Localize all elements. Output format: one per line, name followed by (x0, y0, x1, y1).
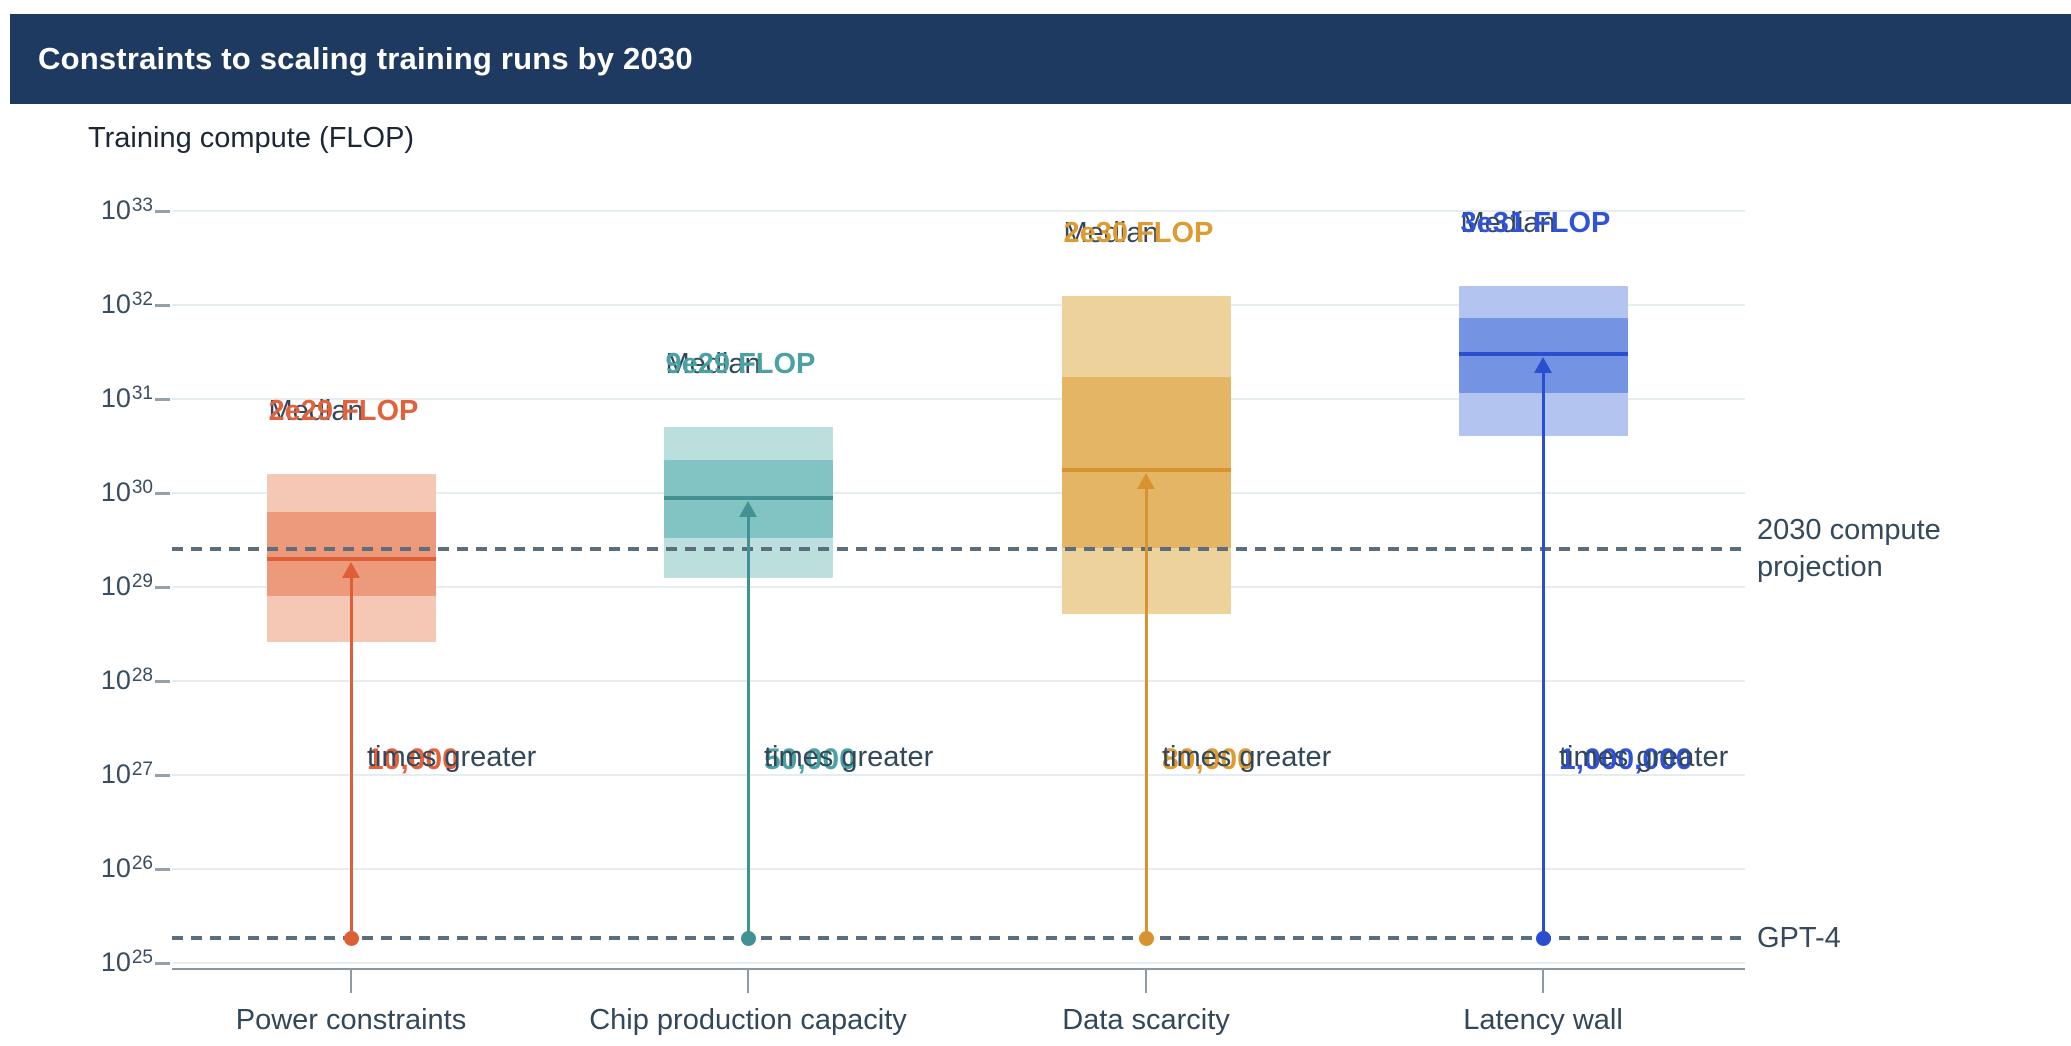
multiplier-value: 1,000,000 (1559, 743, 1693, 776)
y-tick-1e27 (155, 774, 170, 777)
y-tick-1e29 (155, 586, 170, 589)
gpt4-dot-latency-wall (1536, 931, 1551, 946)
arrow-shaft-chip-production-capacity (747, 514, 750, 938)
median-line-data-scarcity (1061, 468, 1231, 472)
arrow-head-data-scarcity (1137, 473, 1155, 489)
gridline-1e27 (172, 774, 1745, 776)
median-value: 2e29 FLOP (268, 395, 419, 427)
ref-line-gpt4 (172, 936, 1742, 940)
category-label-latency-wall: Latency wall (1463, 1004, 1623, 1036)
gridline-1e32 (172, 304, 1745, 306)
median-word: Median (1460, 207, 1556, 239)
multiplier-suffix: times greater (1162, 741, 1332, 773)
y-tick-1e25 (155, 962, 170, 965)
category-label-data-scarcity: Data scarcity (1062, 1004, 1230, 1036)
chart-title: Training compute (FLOP) (88, 122, 415, 154)
gridline-1e33 (172, 210, 1745, 212)
ref-line-projection-2030 (172, 547, 1742, 551)
gpt4-dot-power-constraints (344, 931, 359, 946)
arrow-head-power-constraints (342, 562, 360, 578)
ref-label-line: projection (1757, 551, 1883, 583)
category-label-power-constraints: Power constraints (235, 1004, 467, 1036)
ref-label-line: 2030 compute (1757, 514, 1941, 546)
gridline-1e28 (172, 680, 1745, 682)
y-tick-label-1e31: 1031 (100, 383, 153, 413)
gridline-1e31 (172, 398, 1745, 400)
multiplier-suffix: times greater (367, 741, 537, 773)
y-tick-label-1e26: 1026 (100, 853, 153, 883)
y-tick-1e28 (155, 680, 170, 683)
median-word: Median (268, 395, 364, 427)
arrow-shaft-data-scarcity (1145, 486, 1148, 938)
gpt4-dot-chip-production-capacity (741, 931, 756, 946)
gridline-1e25 (172, 962, 1745, 964)
multiplier-suffix: times greater (1559, 741, 1729, 773)
arrow-head-latency-wall (1534, 357, 1552, 373)
y-tick-label-1e29: 1029 (100, 571, 153, 601)
y-tick-label-1e27: 1027 (100, 759, 153, 789)
ref-label-line: GPT-4 (1757, 921, 1841, 954)
y-tick-1e30 (155, 492, 170, 495)
gridline-1e26 (172, 868, 1745, 870)
figure-header: Constraints to scaling training runs by … (10, 14, 2071, 104)
multiplier-value: 10,000 (367, 743, 459, 776)
figure-title: Constraints to scaling training runs by … (38, 41, 693, 76)
median-value: 3e31 FLOP (1460, 207, 1611, 239)
median-line-chip-production-capacity (663, 496, 833, 500)
x-tick-chip-production-capacity (747, 968, 749, 993)
y-tick-1e32 (155, 304, 170, 307)
y-tick-label-1e30: 1030 (100, 477, 153, 507)
median-word: Median (665, 348, 761, 380)
y-tick-label-1e25: 1025 (100, 947, 153, 977)
multiplier-value: 80,000 (1162, 743, 1254, 776)
median-value: 9e29 FLOP (665, 348, 816, 380)
x-tick-latency-wall (1542, 968, 1544, 993)
ref-label-gpt4: GPT-4 (1757, 920, 1841, 957)
y-tick-label-1e28: 1028 (100, 665, 153, 695)
gridline-1e30 (172, 492, 1745, 494)
gridline-1e29 (172, 586, 1745, 588)
arrow-shaft-power-constraints (350, 575, 353, 938)
x-tick-data-scarcity (1145, 968, 1147, 993)
median-word: Median (1063, 217, 1159, 249)
y-tick-1e33 (155, 210, 170, 213)
arrow-shaft-latency-wall (1542, 370, 1545, 938)
y-tick-1e26 (155, 868, 170, 871)
median-line-latency-wall (1458, 352, 1628, 356)
x-tick-power-constraints (350, 968, 352, 993)
y-tick-label-1e33: 1033 (100, 195, 153, 225)
median-value: 2e30 FLOP (1063, 217, 1214, 249)
arrow-head-chip-production-capacity (739, 501, 757, 517)
category-label-chip-production-capacity: Chip production capacity (589, 1004, 907, 1036)
y-tick-1e31 (155, 398, 170, 401)
x-axis-line (172, 968, 1745, 970)
y-tick-label-1e32: 1032 (100, 289, 153, 319)
multiplier-value: 50,000 (764, 743, 856, 776)
gpt4-dot-data-scarcity (1139, 931, 1154, 946)
multiplier-suffix: times greater (764, 741, 934, 773)
median-line-power-constraints (266, 557, 436, 561)
ref-label-projection-2030: 2030 compute projection (1757, 512, 1941, 586)
